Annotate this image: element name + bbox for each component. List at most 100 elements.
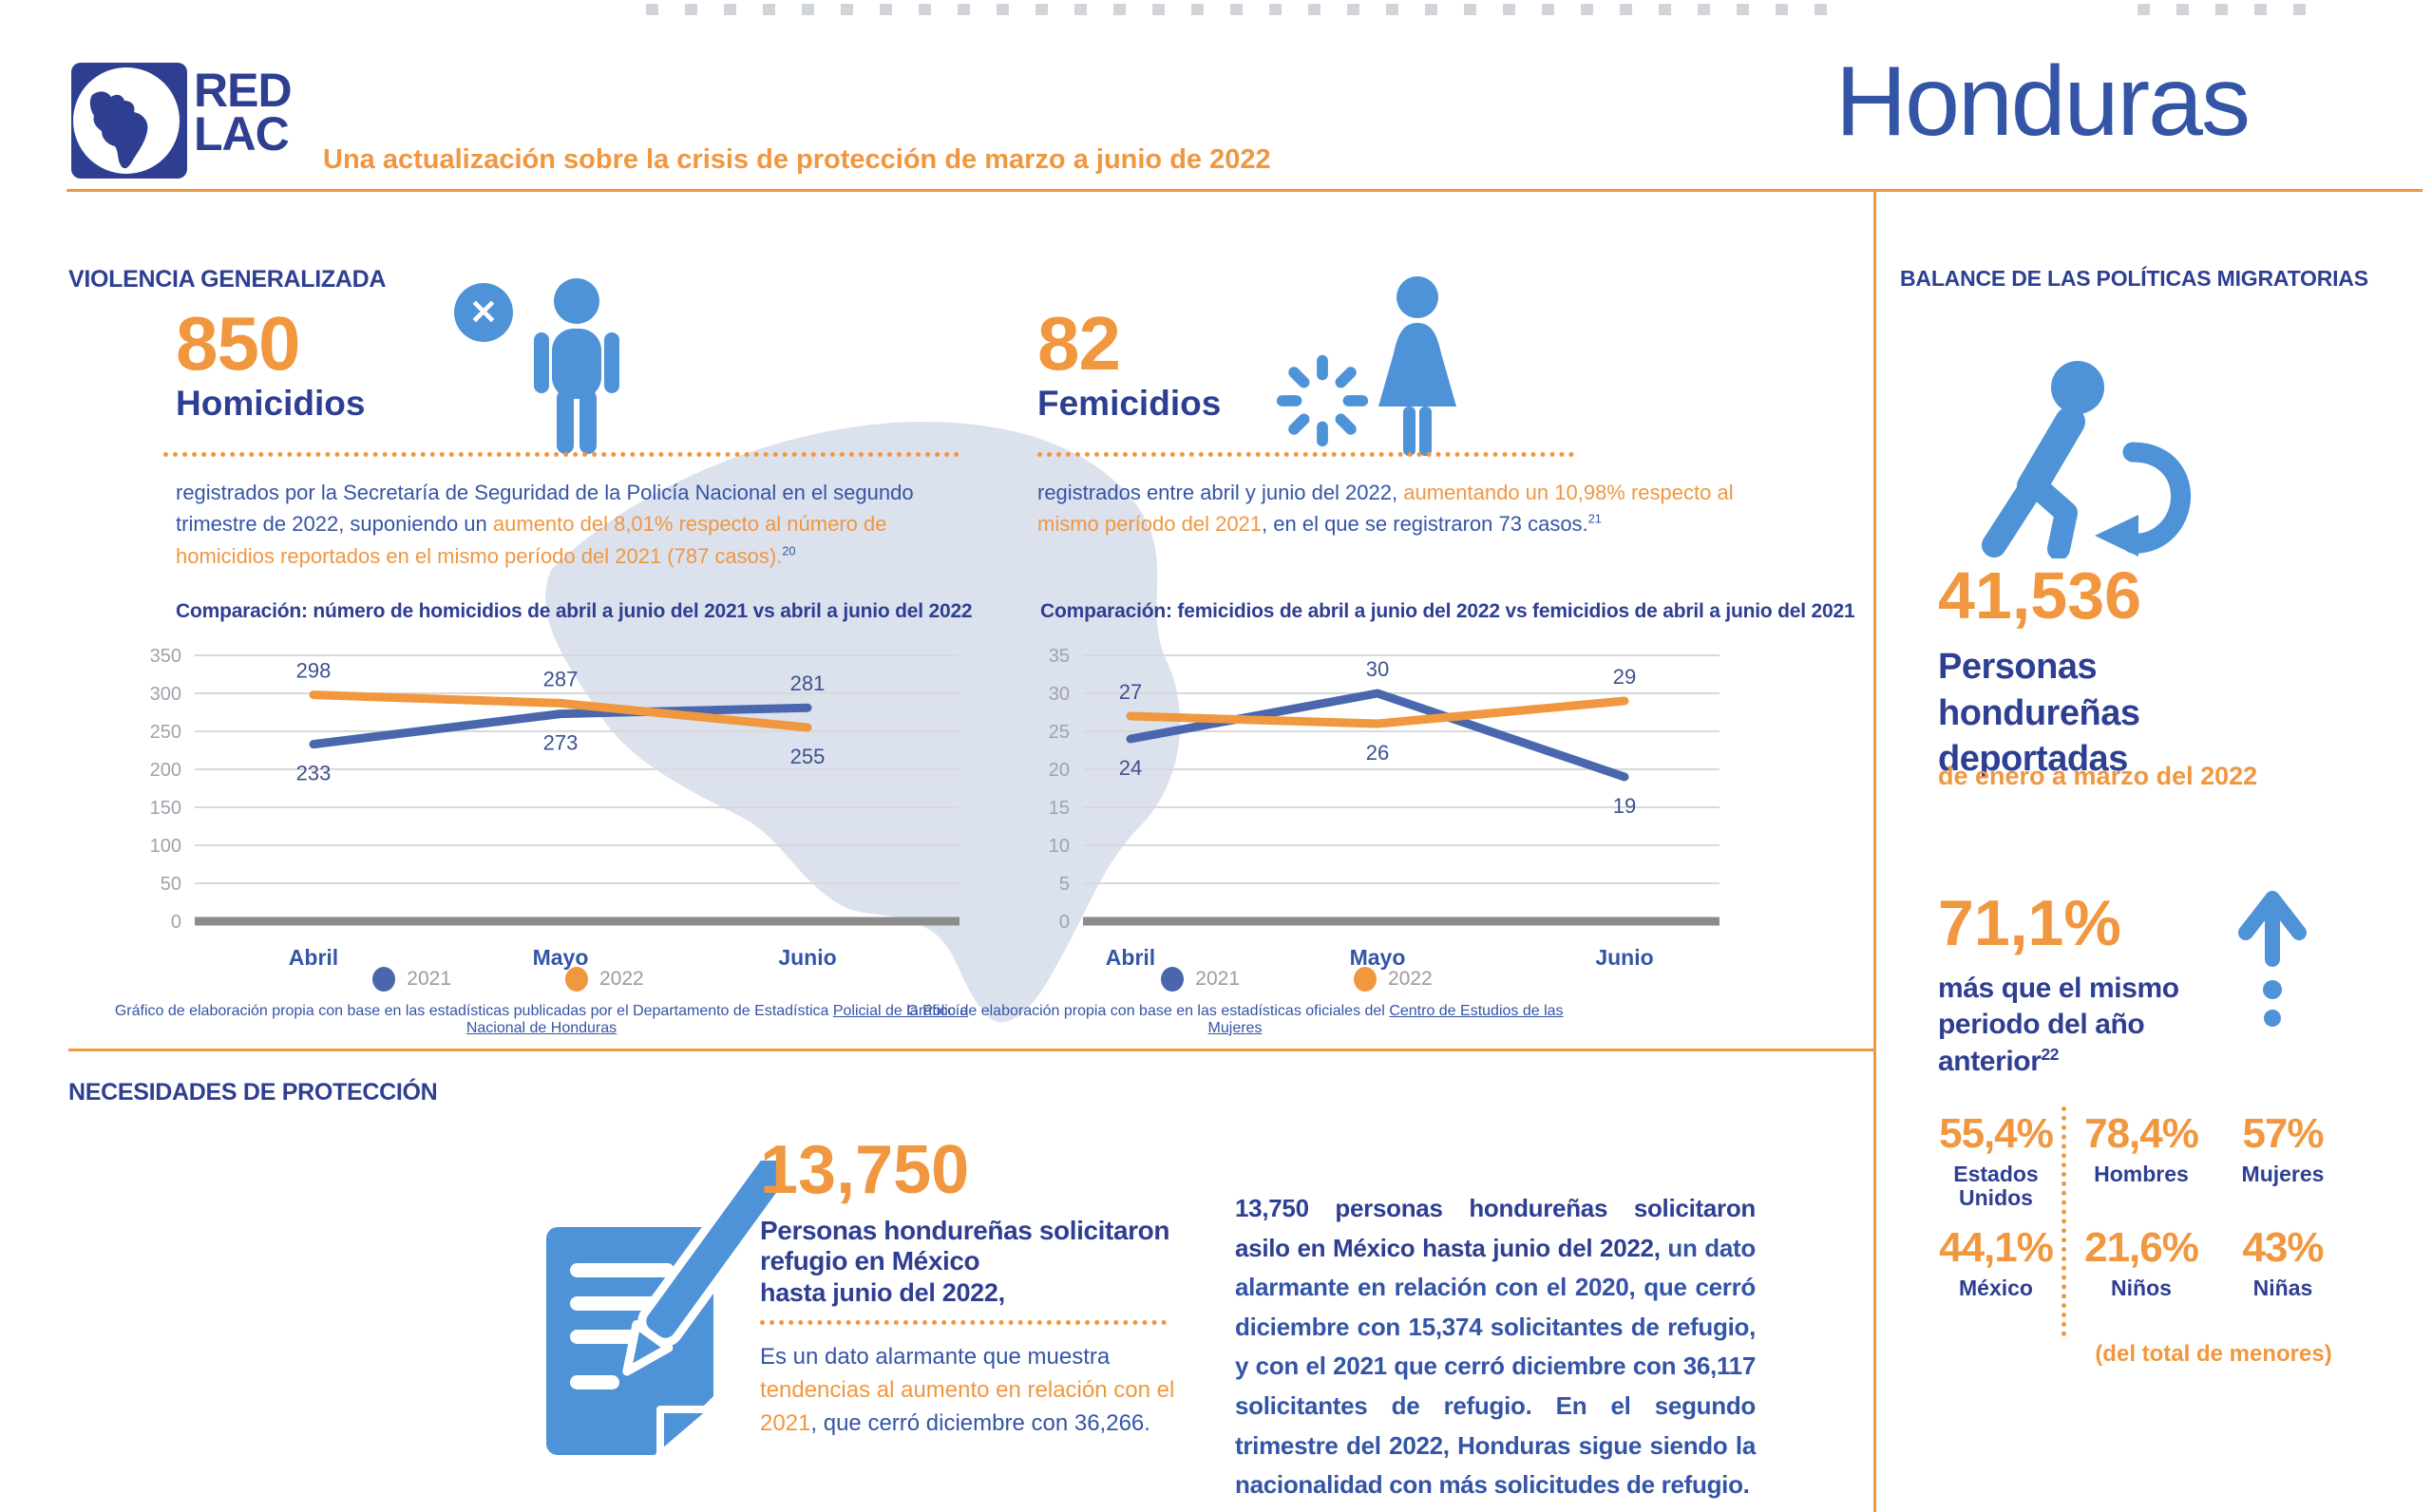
homicides-chart-legend: 2021 2022 (104, 967, 912, 992)
svg-text:20: 20 (1049, 760, 1070, 781)
stat-mujeres: 57% Mujeres (2221, 1113, 2345, 1210)
homicides-label: Homicidios (176, 384, 366, 423)
redlac-logo-icon (71, 63, 187, 179)
homicides-chart-title: Comparación: número de homicidios de abr… (176, 600, 973, 622)
svg-text:Junio: Junio (1595, 945, 1653, 970)
homicides-text-plain: registrados por la Secretaría de Segurid… (176, 481, 914, 537)
stat-label: Hombres (2094, 1162, 2189, 1186)
homicides-footnote-ref: 20 (782, 543, 796, 558)
femicides-dotted-separator (1037, 452, 1574, 457)
legend-label: 2021 (407, 968, 451, 990)
femicides-footnote-ref: 21 (1587, 512, 1602, 527)
legend-dot (565, 967, 588, 992)
legend-dot (1354, 967, 1377, 992)
homicides-number: 850 (176, 301, 300, 386)
legend-dot (372, 967, 396, 992)
source-link[interactable]: Policial de la Policía Nacional de Hondu… (466, 1003, 969, 1036)
femicides-text-plain2: , en el que se registraron 73 casos. (1262, 512, 1588, 537)
svg-text:281: 281 (790, 671, 826, 695)
deportation-stats-grid: 55,4% Estados Unidos 78,4% Hombres 57% M… (1930, 1113, 2345, 1299)
svg-text:100: 100 (150, 836, 181, 857)
stat-value: 55,4% (1939, 1110, 2054, 1157)
refuge-text-highlight: tendencias al aumento en relación con el… (760, 1376, 1175, 1436)
svg-text:26: 26 (1366, 741, 1389, 765)
femicides-paragraph: registrados entre abril y junio del 2022… (1037, 477, 1745, 540)
homicides-text-highlight: aumento del 8,01% respecto al número de … (176, 512, 887, 568)
svg-text:Mayo: Mayo (533, 945, 589, 970)
legend-dot (1161, 967, 1185, 992)
man-icon (534, 278, 619, 454)
legend-label: 2022 (1388, 968, 1433, 990)
svg-text:Junio: Junio (778, 945, 836, 970)
increase-label-text: más que el mismo periodo del año anterio… (1938, 973, 2179, 1077)
svg-text:10: 10 (1049, 836, 1070, 857)
page-top-cropped-text (2138, 4, 2308, 15)
svg-text:255: 255 (790, 745, 826, 768)
femicides-chart-title: Comparación: femicidios de abril a junio… (1040, 600, 1855, 622)
refuge-dotted-separator (760, 1320, 1167, 1325)
svg-text:250: 250 (150, 722, 181, 743)
refuge-subline: hasta junio del 2022, (760, 1278, 1005, 1307)
svg-text:350: 350 (150, 646, 181, 667)
stat-value: 57% (2242, 1110, 2324, 1157)
asylum-paragraph: 13,750 personas hondureñas solicitaron a… (1235, 1189, 1756, 1505)
stat-hombres: 78,4% Hombres (2069, 1113, 2214, 1210)
stat-ninas: 43% Niñas (2221, 1226, 2345, 1300)
redlac-logo-text: RED LAC (194, 66, 293, 161)
honduras-map-silhouette (545, 422, 1181, 1023)
femicides-label: Femicidios (1037, 384, 1222, 423)
sidebar-title: BALANCE DE LAS POLÍTICAS MIGRATORIAS (1900, 266, 2368, 291)
svg-text:273: 273 (543, 731, 579, 755)
homicides-chart: 350 300 250 200 150 100 50 0 233 273 281 298 287 255 A… (150, 646, 960, 970)
svg-text:0: 0 (1059, 912, 1070, 933)
svg-text:Abril: Abril (289, 945, 338, 970)
refuge-text-plain2: , que cerró diciembre con 36,266. (810, 1409, 1150, 1436)
logo-line-lac: LAC (194, 107, 290, 161)
stat-estados-unidos: 55,4% Estados Unidos (1930, 1113, 2062, 1210)
stat-label: Niñas (2252, 1275, 2313, 1300)
stat-label: Mujeres (2241, 1162, 2325, 1186)
document-pen-icon (546, 1161, 781, 1459)
sidebar-divider (1873, 192, 1876, 1512)
header-divider (66, 189, 2422, 192)
svg-text:300: 300 (150, 684, 181, 705)
deported-label: Personas hondureñas deportadas (1938, 647, 2140, 780)
svg-text:35: 35 (1049, 646, 1070, 667)
source-link[interactable]: Centro de Estudios de las Mujeres (1207, 1003, 1564, 1036)
svg-text:Abril: Abril (1106, 945, 1155, 970)
stat-value: 21,6% (2084, 1223, 2199, 1271)
svg-text:233: 233 (296, 762, 332, 785)
svg-text:25: 25 (1049, 722, 1070, 743)
asylum-paragraph-rest: un dato alarmante en relación con el 202… (1235, 1233, 1756, 1500)
femicides-text-highlight: aumentando un 10,98% respecto al mismo p… (1037, 481, 1734, 537)
svg-text:24: 24 (1119, 756, 1142, 780)
deported-number: 41,536 (1938, 558, 2142, 633)
femicides-chart: 35 30 25 20 15 10 5 0 24 30 19 27 26 29 Abril Mayo Junio (1049, 646, 1720, 970)
page-title: Honduras (1835, 47, 2251, 157)
svg-text:200: 200 (150, 760, 181, 781)
x-circle-icon: ✕ (454, 283, 513, 342)
legend-item-2022: 2022 (1354, 967, 1433, 992)
protection-section-title: NECESIDADES DE PROTECCIÓN (68, 1079, 438, 1106)
stat-ninos: 21,6% Niños (2069, 1223, 2214, 1300)
svg-text:15: 15 (1049, 798, 1070, 819)
svg-text:29: 29 (1613, 665, 1636, 689)
svg-text:150: 150 (150, 798, 181, 819)
svg-text:5: 5 (1059, 874, 1070, 895)
source-text: Gráfico de elaboración propia con base e… (906, 1003, 1390, 1019)
woman-icon (1378, 276, 1456, 456)
legend-label: 2021 (1195, 968, 1240, 990)
increase-value: 71,1% (1938, 887, 2121, 959)
source-text: Gráfico de elaboración propia con base e… (114, 1003, 833, 1019)
svg-text:298: 298 (296, 659, 332, 683)
stat-mexico: 44,1% México (1930, 1226, 2062, 1300)
svg-text:30: 30 (1366, 657, 1389, 681)
deportation-return-icon (1982, 361, 2192, 558)
legend-item-2022: 2022 (565, 967, 644, 992)
stat-label: Niños (2111, 1275, 2172, 1300)
svg-text:27: 27 (1119, 680, 1142, 704)
increase-label: más que el mismo periodo del año anterio… (1938, 971, 2194, 1080)
deported-period: de enero a marzo del 2022 (1938, 762, 2258, 790)
page-top-cropped-text (646, 4, 1834, 15)
refuge-headline: Personas hondureñas solicitaron refugio … (760, 1216, 1170, 1276)
